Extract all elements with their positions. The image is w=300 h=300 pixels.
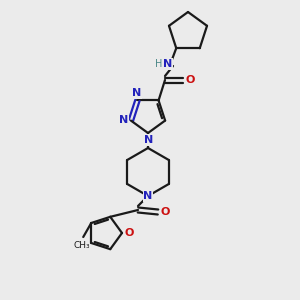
- Text: N: N: [143, 191, 153, 201]
- Text: O: O: [160, 207, 170, 217]
- Text: O: O: [185, 75, 195, 85]
- Text: CH₃: CH₃: [74, 241, 91, 250]
- Text: N: N: [164, 59, 172, 69]
- Text: N: N: [132, 88, 141, 98]
- Text: N: N: [144, 135, 154, 145]
- Text: H: H: [155, 59, 163, 69]
- Text: N: N: [119, 115, 128, 124]
- Text: O: O: [124, 228, 134, 238]
